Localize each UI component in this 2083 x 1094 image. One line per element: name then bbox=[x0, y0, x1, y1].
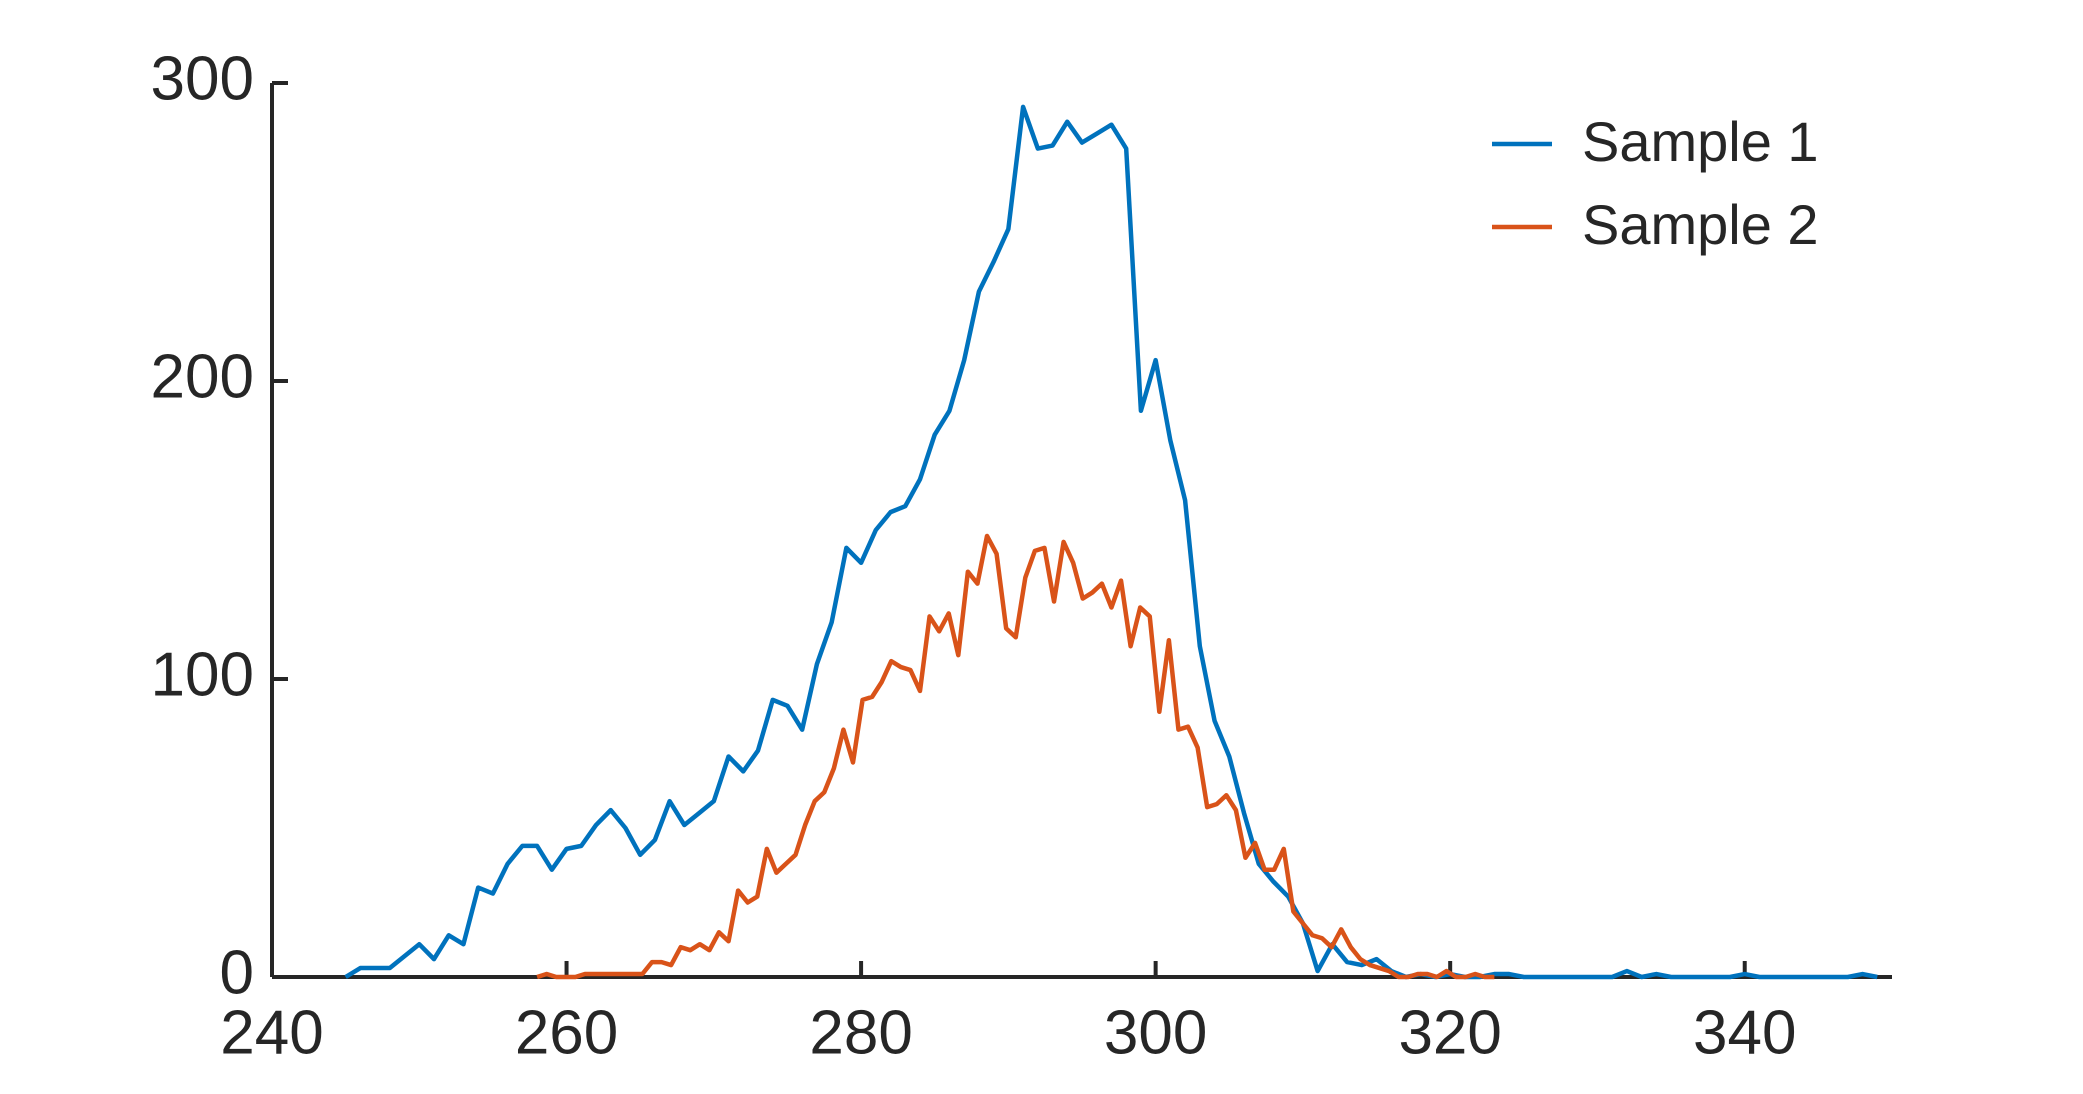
y-tick-label: 0 bbox=[220, 938, 254, 1007]
x-tick-label: 240 bbox=[220, 998, 323, 1067]
y-tick-label: 300 bbox=[151, 44, 254, 113]
x-tick-label: 260 bbox=[515, 998, 618, 1067]
x-tick-label: 300 bbox=[1104, 998, 1207, 1067]
data-line bbox=[344, 104, 1878, 980]
y-tick-label: 100 bbox=[151, 640, 254, 709]
x-tick-label: 340 bbox=[1693, 998, 1796, 1067]
y-tick-label: 200 bbox=[151, 342, 254, 411]
legend-label: Sample 1 bbox=[1582, 110, 1819, 173]
legend-label: Sample 2 bbox=[1582, 193, 1819, 256]
data-line bbox=[536, 533, 1495, 980]
x-tick-label: 320 bbox=[1398, 998, 1501, 1067]
x-tick-label: 280 bbox=[809, 998, 912, 1067]
